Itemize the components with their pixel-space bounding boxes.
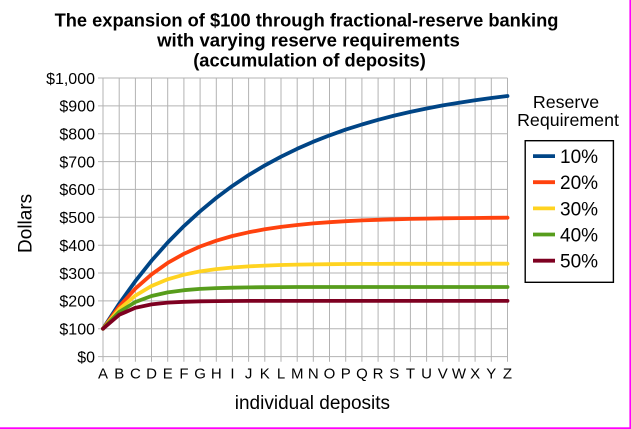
svg-text:Q: Q — [356, 366, 368, 383]
svg-text:Dollars: Dollars — [16, 194, 37, 253]
svg-text:10%: 10% — [560, 147, 598, 168]
svg-text:G: G — [194, 366, 206, 383]
svg-text:O: O — [324, 366, 336, 383]
svg-text:L: L — [277, 366, 285, 383]
svg-text:J: J — [245, 366, 253, 383]
svg-text:E: E — [163, 366, 173, 383]
svg-text:30%: 30% — [560, 199, 598, 220]
svg-text:X: X — [470, 366, 480, 383]
svg-text:The expansion of $100 through: The expansion of $100 through fractional… — [55, 9, 559, 30]
svg-text:Reserve: Reserve — [533, 92, 599, 112]
svg-text:$600: $600 — [59, 182, 95, 199]
svg-text:$300: $300 — [59, 266, 95, 283]
svg-text:D: D — [146, 366, 157, 383]
svg-text:I: I — [230, 366, 234, 383]
svg-text:50%: 50% — [560, 252, 598, 273]
svg-text:Z: Z — [503, 366, 512, 383]
svg-text:$1,000: $1,000 — [46, 71, 95, 88]
svg-text:W: W — [452, 366, 467, 383]
svg-text:$700: $700 — [59, 154, 95, 171]
svg-text:V: V — [438, 366, 448, 383]
svg-text:$200: $200 — [59, 294, 95, 311]
svg-text:individual deposits: individual deposits — [235, 393, 390, 414]
svg-text:Y: Y — [486, 366, 496, 383]
svg-text:M: M — [291, 366, 304, 383]
svg-text:$100: $100 — [59, 322, 95, 339]
svg-text:N: N — [308, 366, 319, 383]
svg-text:$800: $800 — [59, 127, 95, 144]
svg-text:K: K — [260, 366, 270, 383]
svg-text:T: T — [406, 366, 415, 383]
svg-text:40%: 40% — [560, 225, 598, 246]
svg-text:with varying reserve requireme: with varying reserve requirements — [156, 30, 460, 51]
svg-text:R: R — [373, 366, 384, 383]
svg-text:$0: $0 — [77, 349, 95, 366]
svg-text:A: A — [98, 366, 108, 383]
svg-text:U: U — [421, 366, 432, 383]
svg-text:C: C — [130, 366, 141, 383]
svg-text:20%: 20% — [560, 173, 598, 194]
svg-text:(accumulation of deposits): (accumulation of deposits) — [193, 50, 426, 71]
svg-text:$500: $500 — [59, 210, 95, 227]
svg-text:P: P — [341, 366, 351, 383]
svg-text:F: F — [179, 366, 188, 383]
svg-text:S: S — [389, 366, 399, 383]
svg-text:$400: $400 — [59, 238, 95, 255]
svg-text:Requirement: Requirement — [517, 110, 619, 130]
svg-text:H: H — [211, 366, 222, 383]
svg-text:$900: $900 — [59, 99, 95, 116]
svg-text:B: B — [114, 366, 124, 383]
